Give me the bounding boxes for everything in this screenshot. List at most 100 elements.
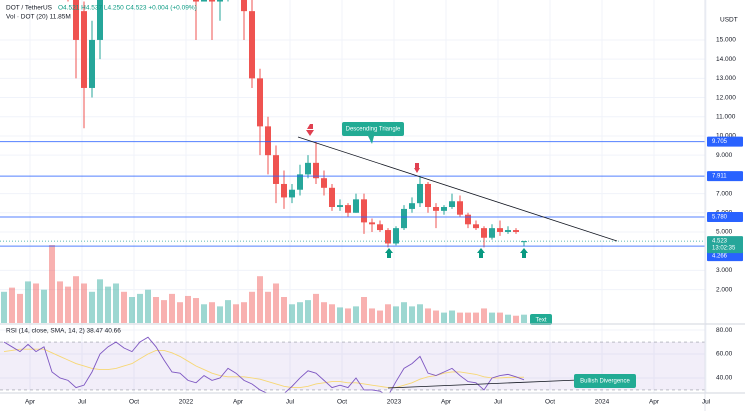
arrow-up bbox=[520, 248, 528, 258]
volume-bar bbox=[97, 279, 103, 323]
y-tick-label: 7.000 bbox=[716, 190, 733, 197]
x-tick-label: 2024 bbox=[595, 399, 610, 406]
annotation: Bullish Divergence bbox=[580, 379, 630, 385]
divergence-line bbox=[387, 379, 579, 389]
annotation-box bbox=[530, 314, 552, 325]
last-price-tag bbox=[707, 236, 743, 254]
volume-bar bbox=[457, 312, 463, 323]
volume-bar bbox=[425, 308, 431, 323]
x-tick-label: Apr bbox=[649, 399, 660, 406]
candle-body bbox=[313, 162, 319, 179]
y-tick-label: 9.000 bbox=[716, 152, 733, 159]
volume-bar bbox=[129, 297, 135, 323]
candle-body bbox=[465, 214, 471, 225]
x-tick-label: Oct bbox=[545, 399, 555, 406]
volume-bar bbox=[9, 287, 15, 323]
volume-bar bbox=[233, 304, 239, 323]
volume-bar bbox=[497, 312, 503, 323]
volume-bar bbox=[329, 304, 335, 323]
volume-bar bbox=[209, 302, 215, 323]
candle-body bbox=[89, 39, 95, 88]
candle-body bbox=[249, 11, 255, 79]
volume-bar bbox=[257, 276, 263, 323]
annotation-pointer bbox=[368, 136, 374, 144]
annotation-box bbox=[342, 122, 404, 136]
arrow-up bbox=[385, 248, 393, 258]
candle-body bbox=[385, 230, 391, 244]
y-tick-label: 11.000 bbox=[716, 113, 736, 120]
volume-bar bbox=[433, 310, 439, 323]
candle-body bbox=[289, 189, 295, 198]
x-tick-label: Jul bbox=[494, 399, 503, 406]
last-price-label: 4.523 bbox=[712, 239, 728, 245]
candle-body bbox=[345, 205, 351, 213]
volume-bar bbox=[33, 283, 39, 323]
candle-body bbox=[193, 0, 199, 2]
arrow-up bbox=[477, 248, 485, 258]
rsi-legend: RSI (14, close, SMA, 14, 2) 38.47 40.66 bbox=[6, 328, 121, 335]
candle-body bbox=[73, 0, 79, 40]
level-label: 4.266 bbox=[712, 254, 728, 260]
volume-bar bbox=[377, 310, 383, 323]
volume-bar bbox=[473, 312, 479, 323]
volume-bar bbox=[321, 302, 327, 323]
rsi-line bbox=[3, 336, 525, 393]
volume-bar bbox=[297, 302, 303, 323]
y-tick-label: 14.000 bbox=[716, 56, 736, 63]
candle-body bbox=[409, 203, 415, 209]
candle-body bbox=[281, 183, 287, 198]
volume-bar bbox=[153, 297, 159, 323]
grid bbox=[0, 0, 707, 393]
volume-bar bbox=[193, 298, 199, 323]
volume-bar bbox=[345, 308, 351, 323]
level-label: 5.780 bbox=[712, 215, 728, 221]
volume-bar bbox=[489, 312, 495, 323]
x-tick-label: 2023 bbox=[387, 399, 402, 406]
candle-body bbox=[353, 199, 359, 213]
candle-body bbox=[329, 187, 335, 208]
y-tick-label: 15.000 bbox=[716, 37, 736, 44]
y-tick-label: 40.00 bbox=[716, 375, 733, 382]
axes: Apr Jul Oct 2022 Apr Jul Oct 2023 Apr Jul Oct 2024 A… bbox=[25, 37, 743, 406]
countdown: 13:02:35 bbox=[712, 246, 736, 252]
y-tick-label: 10.000 bbox=[716, 133, 736, 140]
volume-bar bbox=[417, 304, 423, 323]
candle-body bbox=[497, 228, 503, 232]
volume-bar bbox=[265, 291, 271, 323]
candle-body bbox=[377, 224, 383, 231]
volume-bar bbox=[137, 293, 143, 323]
x-tick-label: Jul bbox=[78, 399, 87, 406]
volume-bar bbox=[401, 302, 407, 323]
volume-bar bbox=[305, 300, 311, 323]
candle-body bbox=[505, 230, 511, 232]
level-tag bbox=[707, 136, 743, 147]
volume-legend: Vol · DOT (20) 11.85M bbox=[6, 14, 71, 21]
candle-body bbox=[369, 222, 375, 225]
x-tick-label: Jul bbox=[286, 399, 295, 406]
arrow-down bbox=[306, 124, 316, 136]
volume-pane bbox=[1, 245, 527, 323]
x-tick-label: Apr bbox=[233, 399, 244, 406]
volume-bar bbox=[25, 281, 31, 323]
candle-body bbox=[305, 162, 311, 175]
volume-bar bbox=[369, 308, 375, 323]
volume-bar bbox=[177, 302, 183, 323]
level-label: 9.705 bbox=[712, 139, 728, 145]
candle-body bbox=[217, 0, 223, 2]
volume-bar bbox=[65, 286, 71, 323]
volume-bar bbox=[281, 297, 287, 323]
volume-bar bbox=[145, 289, 151, 323]
candle-body bbox=[489, 228, 495, 238]
candle-body bbox=[393, 228, 399, 244]
volume-bar bbox=[353, 306, 359, 323]
volume-bar bbox=[41, 289, 47, 323]
volume-bar bbox=[105, 286, 111, 323]
x-tick-label: Jul bbox=[702, 399, 711, 406]
volume-bar bbox=[393, 306, 399, 323]
candle-body bbox=[513, 230, 519, 232]
volume-bar bbox=[17, 293, 23, 323]
symbol: DOT / TetherUS bbox=[6, 5, 53, 12]
volume-bar bbox=[513, 315, 519, 323]
candle-body bbox=[473, 224, 479, 229]
